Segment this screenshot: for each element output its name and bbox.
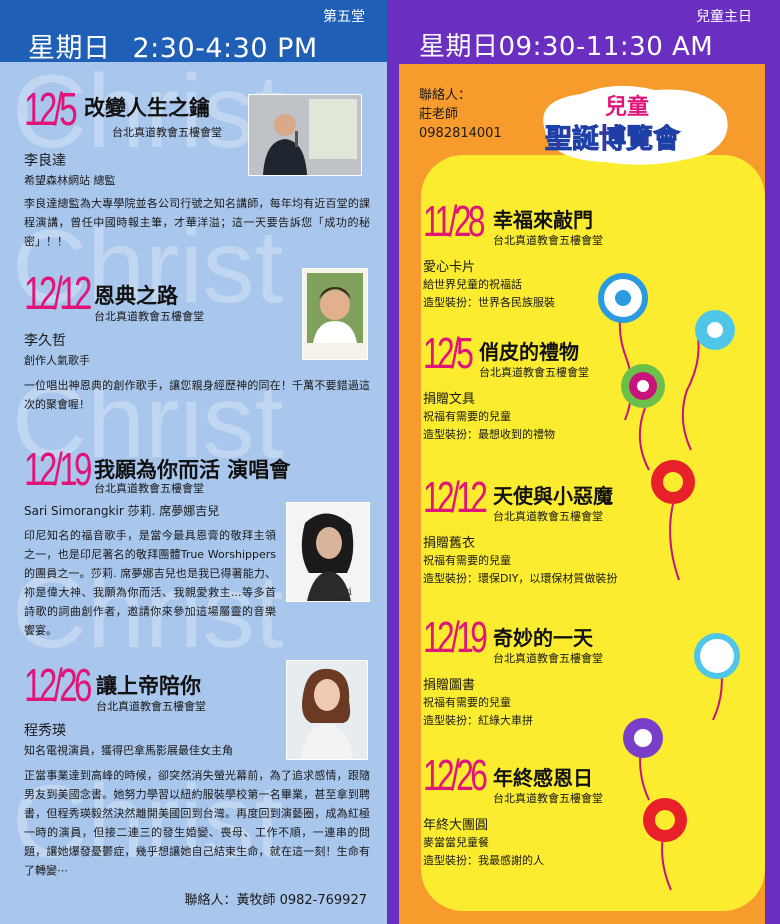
kids-event-card: 12/19 奇妙的一天 台北真道教會五樓會堂 捐贈圖書 祝福有需要的兒童 造型裝… xyxy=(423,613,743,728)
left-header: 第五堂 星期日 2:30-4:30 PM xyxy=(0,0,387,65)
event-location: 台北真道教會五樓會堂 xyxy=(493,234,603,247)
watermark-text: Christ xyxy=(12,209,284,325)
event-description: 印尼知名的福音歌手，是當今最具恩膏的敬拜主領之一，也是印尼著名的敬拜團體True… xyxy=(24,529,276,637)
event-title: 俏皮的禮物 xyxy=(479,340,579,364)
speaker-name: Sari Simorangkir 莎莉. 席夢娜吉兒 xyxy=(24,504,220,518)
event-description: 李良達總監為大專學院並各公司行號之知名講師，每年均有近百堂的課程演講，曾任中國時… xyxy=(24,197,370,248)
contact-name: 莊老師 xyxy=(419,107,459,122)
costume-theme: 造型裝扮：世界各民族服裝 xyxy=(423,296,555,309)
kids-program-panel: 兒童主日 星期日09:30-11:30 AM 聯絡人： 莊老師 09828140… xyxy=(387,0,780,924)
time-label: 09:30-11:30 AM xyxy=(498,32,714,62)
event-location: 台北真道教會五樓會堂 xyxy=(96,700,206,713)
svg-text:Sari: Sari xyxy=(331,587,352,598)
activity-detail: 祝福有需要的兒童 xyxy=(423,410,511,423)
left-contact: 聯絡人：黃牧師 0982-769927 xyxy=(184,893,367,908)
speaker-photo-image xyxy=(249,95,361,175)
event-title: 改變人生之鑰 xyxy=(84,95,210,120)
event-card: 12/19 我願為你而活 演唱會 台北真道教會五樓會堂 Sari Simoran… xyxy=(24,443,374,637)
watermark-text: Christ xyxy=(12,364,284,480)
watermark-text: Christ xyxy=(12,54,284,170)
service-time: 星期日09:30-11:30 AM xyxy=(419,26,713,63)
right-contact: 聯絡人： 莊老師 0982814001 xyxy=(419,86,502,143)
event-card: 12/26 讓上帝陪你 台北真道教會五樓會堂 程秀瑛 知名電視演員，獲得巴拿馬影… xyxy=(24,660,374,900)
activity-name: 捐贈文具 xyxy=(423,392,476,407)
event-location: 台北真道教會五樓會堂 xyxy=(493,510,603,523)
event-location: 台北真道教會五樓會堂 xyxy=(112,126,222,139)
speaker-name: 李久哲 xyxy=(24,333,66,349)
event-date: 12/12 xyxy=(423,473,488,522)
event-location: 台北真道教會五樓會堂 xyxy=(479,366,589,379)
speaker-photo-image xyxy=(307,273,363,343)
speaker-name: 李良達 xyxy=(24,153,66,169)
adult-program-panel: Christ Christ Christ Christ Christ 第五堂 星… xyxy=(0,0,387,924)
speaker-photo xyxy=(302,268,368,360)
speaker-photo xyxy=(286,660,368,760)
logo-bottom-text: 聖誕博覽會 xyxy=(545,123,681,155)
costume-theme: 造型裝扮：紅綠大車拼 xyxy=(423,714,533,727)
kids-event-card: 12/26 年終感恩日 台北真道教會五樓會堂 年終大團圓 麥當當兒童餐 造型裝扮… xyxy=(423,751,743,868)
activity-name: 年終大團圓 xyxy=(423,818,489,833)
event-location: 台北真道教會五樓會堂 xyxy=(94,482,204,495)
event-card: 12/12 恩典之路 台北真道教會五樓會堂 李久哲 創作人氣歌手 一位唱出神恩典… xyxy=(24,268,374,418)
watermark-text: Christ xyxy=(12,764,284,880)
contact-label: 聯絡人： xyxy=(419,88,472,103)
activity-detail: 祝福有需要的兒童 xyxy=(423,554,511,567)
day-label: 星期日 xyxy=(419,32,499,62)
event-date: 12/19 xyxy=(423,613,488,662)
service-time: 星期日 2:30-4:30 PM xyxy=(28,26,318,65)
event-title: 恩典之路 xyxy=(94,283,178,308)
kids-event-card: 12/5 俏皮的禮物 台北真道教會五樓會堂 捐贈文具 祝福有需要的兒童 造型裝扮… xyxy=(423,330,743,442)
activity-detail: 給世界兒童的祝福話 xyxy=(423,278,522,291)
day-label: 星期日 xyxy=(28,33,111,64)
speaker-name: 程秀瑛 xyxy=(24,723,66,739)
event-title: 讓上帝陪你 xyxy=(96,673,201,698)
event-date: 12/19 xyxy=(24,443,92,495)
event-location: 台北真道教會五樓會堂 xyxy=(493,652,603,665)
hall-label: 兒童主日 xyxy=(696,9,752,25)
activity-name: 愛心卡片 xyxy=(423,260,476,275)
activity-detail: 麥當當兒童餐 xyxy=(423,836,489,849)
costume-theme: 造型裝扮：環保DIY，以環保材質做裝扮 xyxy=(423,572,618,585)
event-date: 12/5 xyxy=(423,329,474,378)
event-title: 奇妙的一天 xyxy=(493,626,593,650)
event-location: 台北真道教會五樓會堂 xyxy=(94,310,204,323)
speaker-title: 知名電視演員，獲得巴拿馬影展最佳女主角 xyxy=(24,744,233,757)
speaker-photo-image xyxy=(287,661,367,759)
event-title: 天使與小惡魔 xyxy=(493,484,613,508)
speaker-photo xyxy=(248,94,362,176)
event-description: 一位唱出神恩典的創作歌手，讓您親身經歷神的同在！千萬不要錯過這次的聚會喔！ xyxy=(24,379,370,411)
costume-theme: 造型裝扮：最想收到的禮物 xyxy=(423,428,555,441)
right-header: 兒童主日 星期日09:30-11:30 AM xyxy=(387,0,780,62)
contact-phone: 0982814001 xyxy=(419,126,502,141)
christmas-expo-logo: 兒童 聖誕博覽會 xyxy=(543,85,728,165)
event-date: 12/5 xyxy=(24,83,78,135)
event-location: 台北真道教會五樓會堂 xyxy=(493,792,603,805)
speaker-photo-image: Sari xyxy=(287,503,369,601)
event-date: 12/12 xyxy=(24,267,92,319)
event-title: 年終感恩日 xyxy=(493,766,593,790)
event-card: 12/5 改變人生之鑰 台北真道教會五樓會堂 李良達 希望森林網站 總監 李良達… xyxy=(24,83,374,248)
yellow-background xyxy=(421,155,765,911)
event-title: 幸福來敲門 xyxy=(493,208,593,232)
event-title: 我願為你而活 演唱會 xyxy=(94,457,291,482)
hall-label: 第五堂 xyxy=(323,9,365,25)
activity-name: 捐贈圖書 xyxy=(423,678,476,693)
time-label: 2:30-4:30 PM xyxy=(132,33,318,64)
event-date: 12/26 xyxy=(423,751,488,800)
watermark-text: Christ xyxy=(12,554,284,670)
logo-top-text: 兒童 xyxy=(605,94,649,120)
event-date: 12/26 xyxy=(24,659,92,711)
speaker-title: 創作人氣歌手 xyxy=(24,354,90,367)
event-description: 正當事業達到高峰的時候，卻突然消失螢光幕前，為了追求感情，跟隨男友到美國念書。她… xyxy=(24,769,370,877)
speaker-photo: Sari xyxy=(286,502,370,602)
kids-event-card: 11/28 幸福來敲門 台北真道教會五樓會堂 愛心卡片 給世界兒童的祝福話 造型… xyxy=(423,198,743,310)
event-date: 11/28 xyxy=(423,197,486,246)
activity-detail: 祝福有需要的兒童 xyxy=(423,696,511,709)
speaker-title: 希望森林網站 總監 xyxy=(24,174,116,187)
costume-theme: 造型裝扮：我最感謝的人 xyxy=(423,854,544,867)
kids-event-card: 12/12 天使與小惡魔 台北真道教會五樓會堂 捐贈舊衣 祝福有需要的兒童 造型… xyxy=(423,474,743,586)
activity-name: 捐贈舊衣 xyxy=(423,536,476,551)
